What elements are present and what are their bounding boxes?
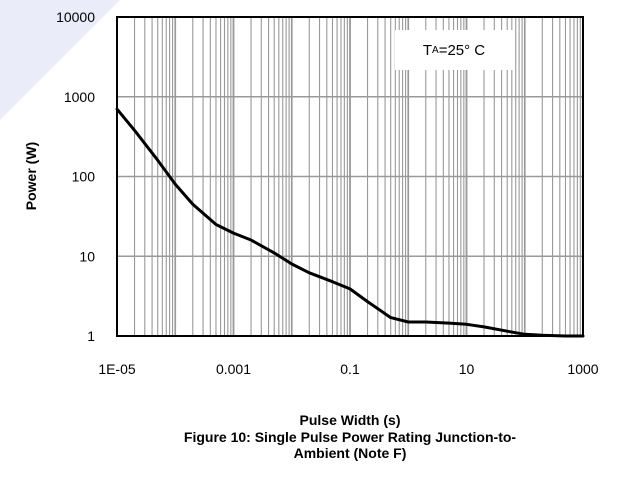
annotation-t: T	[422, 41, 433, 59]
x-tick-labels: 1E-05 0.001 0.1 10 1000	[98, 361, 598, 377]
y-axis-title: Power (W)	[23, 142, 39, 210]
y-tick-labels: 10000 1000 100 10 1	[56, 9, 95, 344]
y-tick-label: 1000	[64, 89, 95, 105]
y-tick-label: 10	[79, 248, 95, 264]
x-tick-label: 0.1	[340, 361, 360, 377]
x-tick-label: 1000	[567, 361, 598, 377]
x-tick-label: 0.001	[216, 361, 251, 377]
annotation-sub: A	[432, 44, 439, 56]
x-tick-label: 10	[459, 361, 475, 377]
y-tick-label: 10000	[56, 9, 95, 25]
annotation-value: =25° C	[438, 41, 486, 59]
figure-caption-line1: Figure 10: Single Pulse Power Rating Jun…	[183, 429, 517, 445]
x-tick-label: 1E-05	[98, 361, 136, 377]
figure-caption-line2: Ambient (Note F)	[293, 445, 407, 461]
series-line	[115, 107, 585, 338]
grid	[116, 16, 584, 337]
y-tick-label: 1	[87, 328, 95, 344]
watermark-shape	[0, 0, 120, 120]
y-tick-label: 100	[72, 169, 96, 185]
plot-frame	[116, 16, 584, 337]
temperature-annotation: T A =25° C	[395, 30, 513, 70]
x-axis-title: Pulse Width (s)	[299, 412, 401, 428]
